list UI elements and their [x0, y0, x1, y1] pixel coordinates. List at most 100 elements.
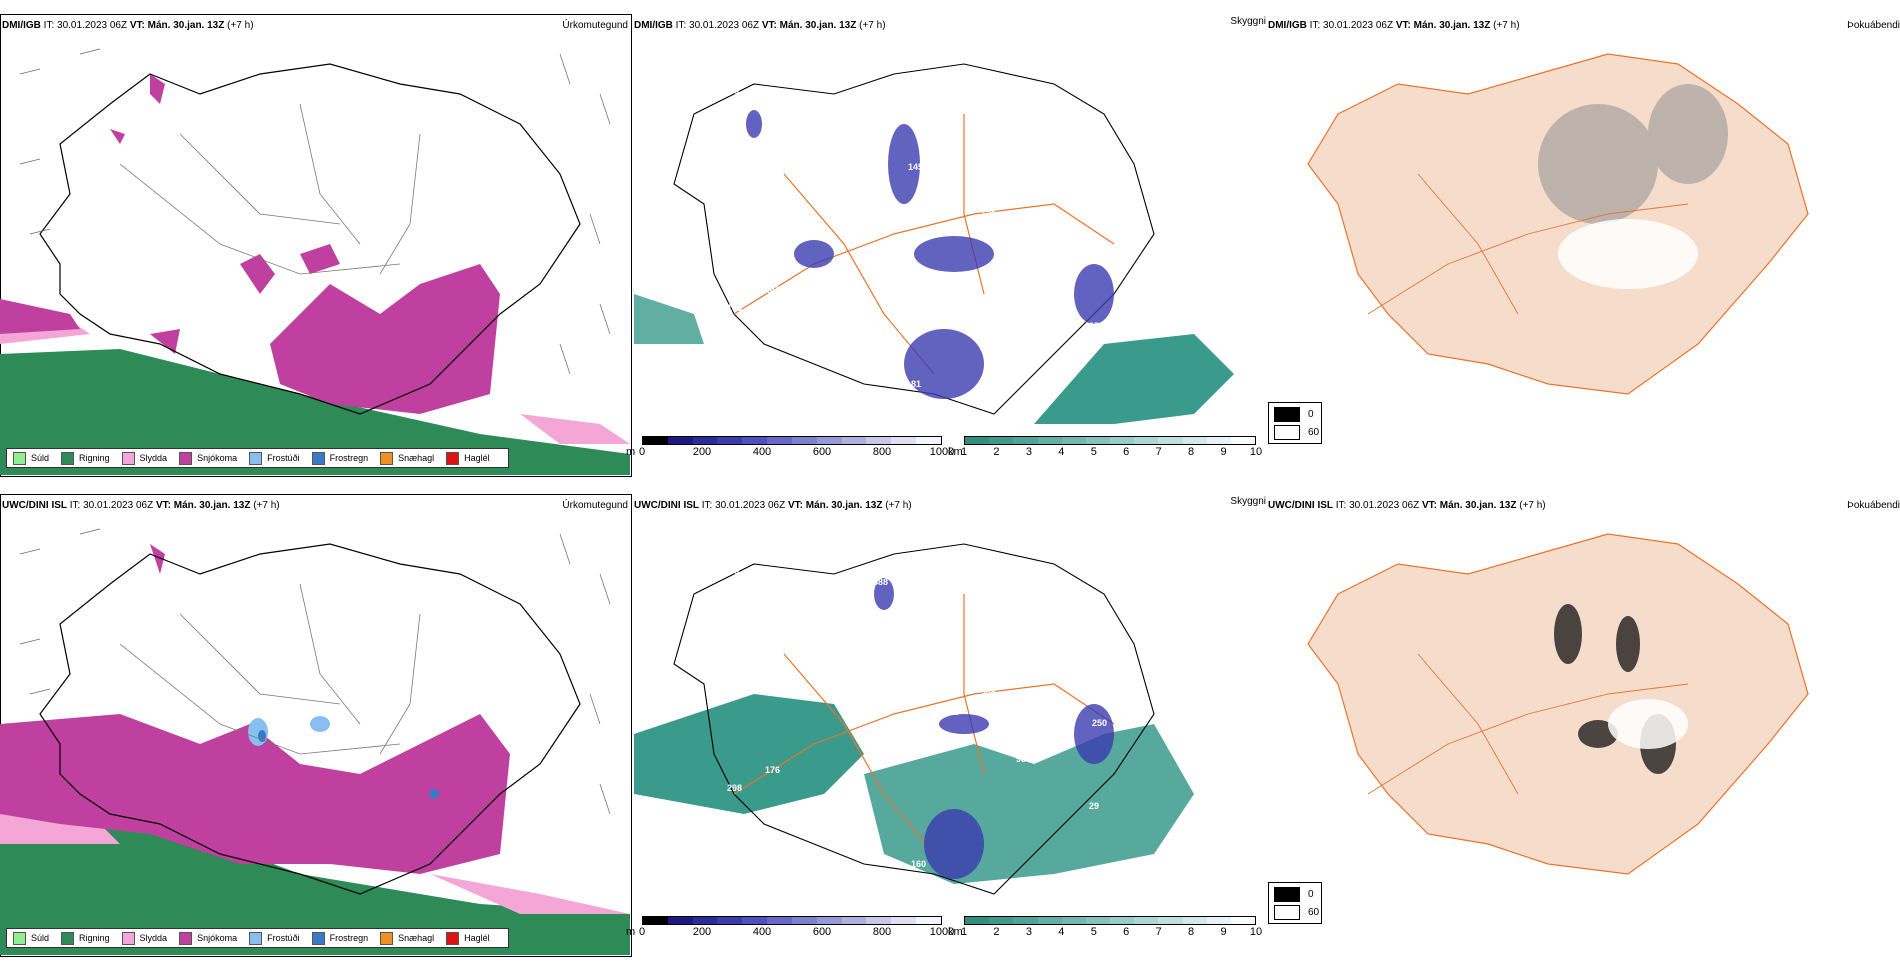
legend-label: Súld — [31, 453, 50, 463]
legend-swatch — [61, 931, 75, 945]
panel-title: Skyggni — [1230, 16, 1266, 27]
visibility-map: 280 15 148 16 30 25 234 157 145 130 142 168 114 313 17… — [634, 63, 1234, 424]
scale-tick: 9 — [1220, 926, 1227, 938]
legend-swatch — [446, 451, 460, 465]
panel-header: DMI/IGB IT: 30.01.2023 06Z VT: Mán. 30.j… — [1268, 20, 1520, 31]
visibility-value-label: 313 — [873, 97, 888, 107]
scale-tick: 1000 — [929, 926, 955, 938]
visibility-value-label: 81 — [911, 379, 921, 389]
visibility-value-label: 15 — [797, 133, 807, 143]
legend-item: Frostregn — [311, 931, 369, 945]
legend-label: Haglél — [464, 453, 490, 463]
legend-label: Frostregn — [329, 453, 369, 463]
legend-item: Frostúði — [249, 931, 300, 945]
legend-swatch — [249, 451, 263, 465]
legend-swatch — [121, 451, 135, 465]
visibility-value-label: 81 — [730, 220, 740, 230]
visibility-panel-bottom: UWC/DINI ISL IT: 30.01.2023 06Z VT: Mán.… — [626, 494, 1266, 964]
panel-title: Þokuábendi — [1847, 500, 1900, 511]
legend-label: Haglél — [464, 933, 490, 943]
scale-tick: 9 — [1220, 446, 1227, 458]
scale-tick: 600 — [812, 446, 832, 458]
scale-tick: 400 — [752, 926, 772, 938]
fog-key: 0 60 — [1268, 882, 1322, 924]
scale-tick: 400 — [752, 446, 772, 458]
legend-label: Súld — [31, 933, 50, 943]
legend-swatch — [121, 931, 135, 945]
legend-item: Rigning — [61, 931, 110, 945]
legend-swatch — [61, 451, 75, 465]
panel-title: Úrkomutegund — [562, 20, 628, 31]
legend-item: Haglél — [446, 931, 490, 945]
visibility-value-label: 20 — [838, 332, 848, 342]
precip-map — [0, 48, 630, 475]
scale-tick: 1 — [960, 446, 968, 458]
scale-tick: 10 — [1249, 446, 1263, 458]
scale-tick: 4 — [1058, 926, 1065, 938]
legend-label: Slydda — [139, 933, 168, 943]
legend-item: Rigning — [61, 451, 110, 465]
scale-tick: 7 — [1155, 446, 1162, 458]
legend-swatch — [380, 931, 394, 945]
visibility-value-label: 160 — [911, 859, 926, 869]
visibility-value-label: 109 — [870, 660, 885, 670]
visibility-value-label: 965 — [984, 126, 999, 136]
visibility-value-label: 234 — [762, 368, 777, 378]
legend-label: Snæhagl — [398, 453, 435, 463]
legend-swatch — [380, 451, 394, 465]
scale-tick: 2 — [993, 446, 1000, 458]
legend-label: Rigning — [79, 453, 110, 463]
scale-tick: 5 — [1090, 926, 1097, 938]
legend-item: Snæhagl — [380, 451, 435, 465]
scale-tick: 8 — [1188, 446, 1195, 458]
scale-tick: 4 — [1058, 446, 1065, 458]
scale-tick: 800 — [872, 926, 892, 938]
visibility-value-label: 145 — [908, 162, 923, 172]
legend-label: Frostúði — [267, 933, 300, 943]
scale-tick: 6 — [1123, 926, 1130, 938]
visibility-value-label: 148 — [870, 180, 885, 190]
legend-item: Snjókoma — [179, 451, 237, 465]
visibility-value-label: 142 — [1054, 256, 1069, 266]
visibility-value-label: 30 — [1016, 274, 1026, 284]
precip-legend: Súld Rigning Slydda Snjókoma Frostúði Frostre… — [6, 448, 509, 468]
legend-swatch — [446, 931, 460, 945]
visibility-value-label: 421 — [946, 624, 961, 634]
panel-title: Þokuábendi — [1847, 20, 1900, 31]
wind-barbs — [19, 48, 611, 375]
scale-tick: 600 — [812, 926, 832, 938]
visibility-value-label: 842 — [1057, 173, 1072, 183]
scale-tick: 3 — [1025, 926, 1032, 938]
visibility-value-label: 306 — [981, 689, 996, 699]
panel-header: DMI/IGB IT: 30.01.2023 06Z VT: Mán. 30.j… — [2, 20, 254, 31]
legend-item: Haglél — [446, 451, 490, 465]
scale-tick: 800 — [872, 446, 892, 458]
visibility-value-label: 130 — [981, 209, 996, 219]
legend-label: Frostúði — [267, 453, 300, 463]
visibility-value-label: 967 — [800, 830, 815, 840]
legend-item: Slydda — [121, 931, 168, 945]
precip-type-panel-top: DMI/IGB IT: 30.01.2023 06Z VT: Mán. 30.j… — [0, 14, 632, 484]
legend-item: Frostregn — [311, 451, 369, 465]
wind-barbs — [19, 528, 611, 815]
visibility-value-label: 138 — [1019, 191, 1034, 201]
map-frame — [0, 14, 632, 477]
precip-legend: Súld Rigning Slydda Snjókoma Frostúði Frostre… — [6, 928, 509, 948]
visibility-value-label: 105 — [1019, 671, 1034, 681]
panel-title: Úrkomutegund — [562, 500, 628, 511]
visibility-value-label: 157 — [835, 115, 850, 125]
visibility-value-label: 160 — [1054, 736, 1069, 746]
legend-item: Frostúði — [249, 451, 300, 465]
fog-map — [1307, 53, 1809, 395]
scale-tick: 8 — [1188, 926, 1195, 938]
scale-tick: 10 — [1249, 926, 1263, 938]
panel-header: UWC/DINI ISL IT: 30.01.2023 06Z VT: Mán.… — [634, 500, 912, 511]
legend-label: Frostregn — [329, 933, 369, 943]
visibility-value-label: 406 — [724, 566, 739, 576]
visibility-value-label: 139 — [838, 812, 853, 822]
fog-map — [1307, 533, 1809, 875]
visibility-value-label: 241 — [943, 707, 958, 717]
visibility-panel-top: DMI/IGB IT: 30.01.2023 06Z VT: Mán. 30.j… — [626, 14, 1266, 484]
panel-header: DMI/IGB IT: 30.01.2023 06Z VT: Mán. 30.j… — [634, 20, 886, 31]
visibility-value-label: 280 — [724, 86, 739, 96]
